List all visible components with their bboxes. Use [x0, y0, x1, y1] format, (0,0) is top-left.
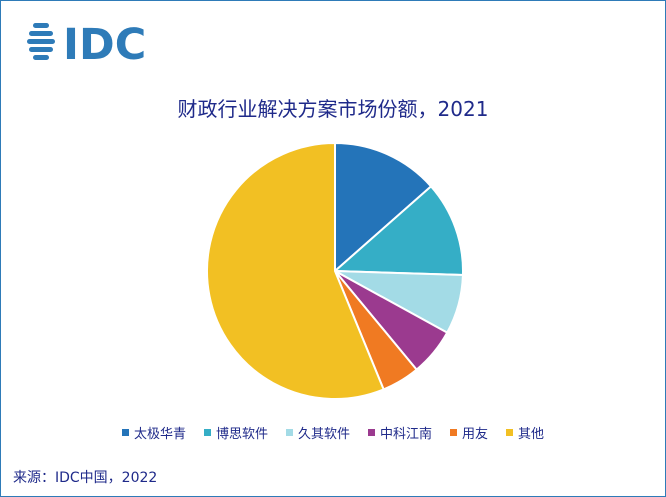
logo-wordmark: IDC — [63, 20, 146, 67]
legend-label: 用友 — [462, 427, 489, 442]
chart-legend: 太极华青 博思软件 久其软件 中科江南 用友 其他 — [1, 423, 665, 442]
pie-slice-1 — [334, 141, 433, 274]
source-note: 来源：IDC中国，2022 — [13, 470, 158, 486]
legend-item-4: 中科江南 — [368, 423, 432, 442]
legend-swatch — [506, 429, 514, 436]
legend-label: 其他 — [518, 427, 545, 442]
globe-icon — [27, 23, 55, 60]
pie-slice-2 — [332, 184, 464, 277]
legend-swatch — [368, 429, 375, 436]
legend-item-3: 久其软件 — [285, 423, 350, 442]
pie-slice-6 — [206, 141, 385, 400]
legend-item-2: 博思软件 — [203, 423, 268, 442]
legend-swatch — [285, 429, 293, 436]
legend-label: 博思软件 — [215, 427, 268, 442]
legend-item-5: 用友 — [450, 423, 488, 442]
legend-label: 中科江南 — [380, 427, 433, 442]
legend-swatch — [203, 429, 211, 436]
legend-item-6: 其他 — [506, 423, 544, 442]
legend-swatch — [121, 429, 129, 436]
legend-item-1: 太极华青 — [121, 423, 186, 442]
legend-label: 太极华青 — [133, 427, 186, 442]
legend-swatch — [450, 429, 458, 436]
idc-logo: IDC — [27, 20, 146, 67]
legend-label: 久其软件 — [297, 427, 350, 442]
chart-title: 财政行业解决方案市场份额，2021 — [177, 97, 489, 121]
